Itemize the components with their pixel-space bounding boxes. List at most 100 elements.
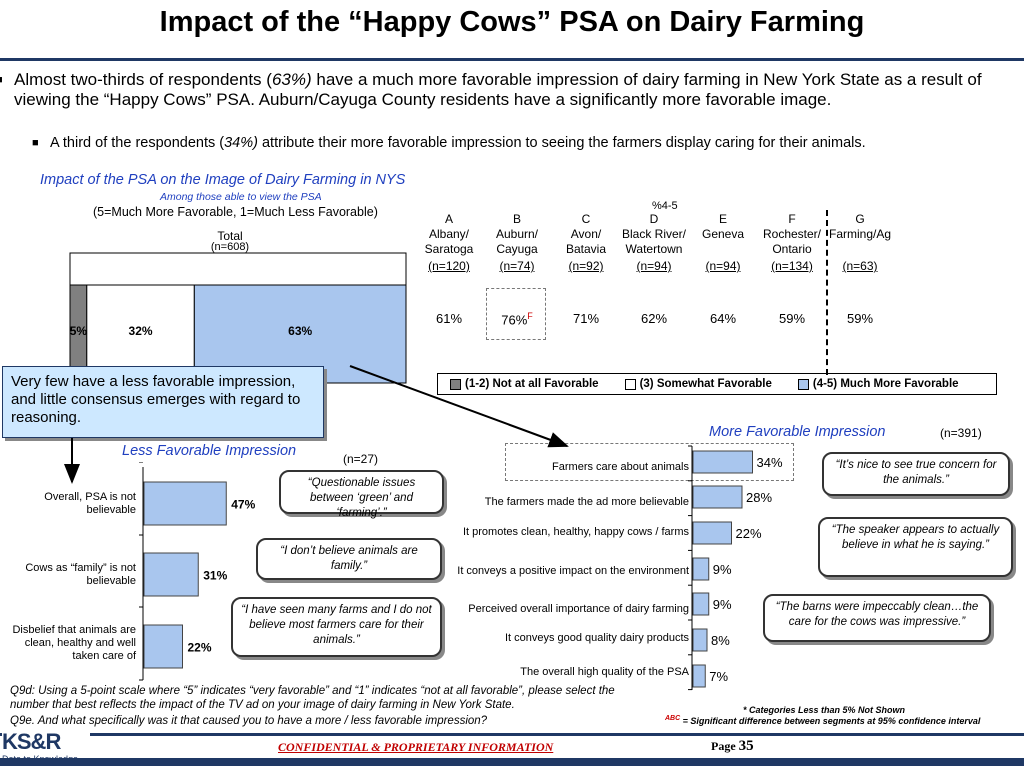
stack-label-2: 32% bbox=[129, 324, 153, 338]
logo-text: KS&R bbox=[2, 729, 61, 754]
highlight-box-farmers-care bbox=[505, 443, 794, 481]
square-bullet-icon: ■ bbox=[32, 137, 39, 149]
segment-n-A: (n=120) bbox=[428, 259, 470, 273]
more-category-2: The farmers made the ad more believable bbox=[484, 496, 689, 508]
more-bar-label-7: 7% bbox=[709, 669, 728, 684]
legend-swatch bbox=[624, 378, 636, 390]
more-category-5: Perceived overall importance of dairy fa… bbox=[468, 603, 689, 615]
sub-bullet-pre: A third of the respondents ( bbox=[50, 135, 225, 151]
segment-letter-C: C bbox=[581, 212, 591, 226]
segment-pct-value: 62% bbox=[640, 311, 668, 326]
legend-item-3: (4-5) Much More Favorable bbox=[797, 378, 959, 390]
segment-name2-A: Saratoga bbox=[424, 242, 474, 256]
main-bullet: ■ Almost two-thirds of respondents (63%)… bbox=[0, 70, 1019, 110]
more-quote-callout-3: “The barns were impeccably clean…the car… bbox=[763, 594, 991, 642]
less-favorable-n: (n=27) bbox=[343, 452, 379, 466]
title-divider bbox=[0, 58, 1024, 61]
sub-bullet-pct: 34%) bbox=[224, 135, 258, 151]
legend-item-1: (1-2) Not at all Favorable bbox=[450, 378, 599, 390]
less-bar-3 bbox=[143, 624, 183, 669]
segment-name-A: Albany/ bbox=[428, 227, 470, 241]
segment-letter-G: G bbox=[855, 212, 865, 226]
less-quote-callout-2: “I don’t believe animals are family.” bbox=[256, 538, 442, 580]
less-bar-label-1: 47% bbox=[231, 498, 255, 512]
segment-name-F: Rochester/ bbox=[762, 227, 822, 241]
segment-pct-F: 59% bbox=[752, 311, 832, 326]
section-title: Impact of the PSA on the Image of Dairy … bbox=[40, 172, 406, 188]
less-category-3: Disbelief that animals are clean, health… bbox=[12, 624, 136, 662]
footnote-star: * Categories Less than 5% Not Shown bbox=[743, 705, 906, 715]
more-bar-3 bbox=[692, 521, 732, 545]
stack-label-3: 63% bbox=[288, 324, 312, 338]
segment-n-G: (n=63) bbox=[842, 259, 878, 273]
more-category-1: Farmers care about animals bbox=[552, 461, 689, 473]
segment-pct-D: 62% bbox=[614, 311, 694, 326]
total-label: Total bbox=[217, 229, 243, 243]
less-bar-1 bbox=[143, 481, 227, 526]
more-bar-2 bbox=[692, 485, 743, 509]
more-bar-label-3: 22% bbox=[736, 526, 762, 541]
more-bar-1 bbox=[692, 450, 753, 474]
more-favorable-n: (n=391) bbox=[940, 426, 982, 440]
segment-n-B: (n=74) bbox=[499, 259, 535, 273]
more-quote-callout-1: “It’s nice to see true concern for the a… bbox=[822, 452, 1010, 496]
page-number: Page 35 bbox=[711, 738, 754, 754]
segment-name-B: Auburn/ bbox=[495, 227, 539, 241]
segment-pct-G: 59% bbox=[820, 311, 900, 326]
main-bullet-pre: Almost two-thirds of respondents ( bbox=[14, 70, 272, 89]
segment-letter-F: F bbox=[788, 212, 796, 226]
legend-swatch bbox=[450, 378, 461, 390]
footnote-abc: ABC = Significant difference between seg… bbox=[665, 715, 981, 726]
segment-name-C: Avon/ bbox=[570, 227, 602, 241]
legend-label: (1-2) Not at all Favorable bbox=[465, 378, 599, 390]
more-quote-callout-2: “The speaker appears to actually believe… bbox=[818, 517, 1013, 577]
less-quote-callout-3: “I have seen many farms and I do not bel… bbox=[231, 597, 442, 657]
segment-name-E: Geneva bbox=[701, 227, 745, 241]
less-bar-2 bbox=[143, 552, 199, 597]
highlight-box-auburn bbox=[486, 288, 546, 340]
segment-pct-C: 71% bbox=[546, 311, 626, 326]
segment-name2-B: Cayuga bbox=[496, 242, 538, 256]
footer-divider bbox=[0, 733, 1024, 736]
segment-n-E: (n=94) bbox=[705, 259, 741, 273]
footer-band bbox=[0, 758, 1024, 766]
confidential-label: CONFIDENTIAL & PROPRIETARY INFORMATION bbox=[278, 740, 554, 754]
legend-label: (4-5) Much More Favorable bbox=[812, 378, 959, 390]
summary-callout: Very few have a less favorable impressio… bbox=[2, 366, 324, 438]
segment-n-F: (n=134) bbox=[771, 259, 813, 273]
total-n: (n=608) bbox=[210, 241, 250, 253]
segment-letter-A: A bbox=[444, 212, 453, 226]
legend-swatch bbox=[797, 378, 809, 390]
less-category-1: Overall, PSA is not believable bbox=[44, 491, 136, 516]
segment-pct-E: 64% bbox=[683, 311, 763, 326]
more-bar-label-4: 9% bbox=[713, 562, 732, 577]
less-category-2: Cows as “family” is not believable bbox=[25, 562, 136, 587]
more-bar-label-2: 28% bbox=[746, 490, 772, 505]
more-bar-4 bbox=[692, 557, 710, 581]
sub-bullet: ■ A third of the respondents (34%) attri… bbox=[32, 135, 1010, 152]
segment-n-C: (n=92) bbox=[568, 259, 604, 273]
more-category-7: The overall high quality of the PSA bbox=[520, 666, 689, 678]
more-favorable-title: More Favorable Impression bbox=[709, 424, 886, 440]
less-bar-label-3: 22% bbox=[188, 641, 212, 655]
more-favorable-chart: 34% 28% 22% 9% 9% 8% 7% bbox=[688, 445, 783, 691]
main-bullet-pct: 63%) bbox=[271, 70, 312, 89]
segment-divider bbox=[826, 210, 828, 375]
segment-pct-B: 76%F bbox=[477, 311, 557, 327]
page-title: Impact of the “Happy Cows” PSA on Dairy … bbox=[159, 6, 865, 38]
segment-n-D: (n=94) bbox=[636, 259, 672, 273]
segment-letter-B: B bbox=[512, 212, 521, 226]
legend-item-2: (3) Somewhat Favorable bbox=[624, 378, 772, 390]
segment-letter-D: D bbox=[649, 212, 659, 226]
segment-name2-F: Ontario bbox=[772, 242, 812, 256]
footnote-q9d: Q9d: Using a 5-point scale where “5” ind… bbox=[10, 685, 615, 711]
more-bar-label-6: 8% bbox=[711, 633, 730, 648]
footnote-q9e: Q9e. And what specifically was it that c… bbox=[10, 715, 488, 727]
less-favorable-title: Less Favorable Impression bbox=[122, 443, 297, 459]
more-category-3: It promotes clean, healthy, happy cows /… bbox=[462, 526, 689, 538]
legend-label: (3) Somewhat Favorable bbox=[639, 378, 772, 390]
less-quote-callout-1: “Questionable issues between ‘green’ and… bbox=[279, 470, 444, 519]
less-bar-label-2: 31% bbox=[203, 569, 227, 583]
sub-bullet-post: attribute their more favorable impressio… bbox=[257, 135, 866, 151]
less-favorable-chart: 47% 31% 22% bbox=[139, 462, 256, 681]
